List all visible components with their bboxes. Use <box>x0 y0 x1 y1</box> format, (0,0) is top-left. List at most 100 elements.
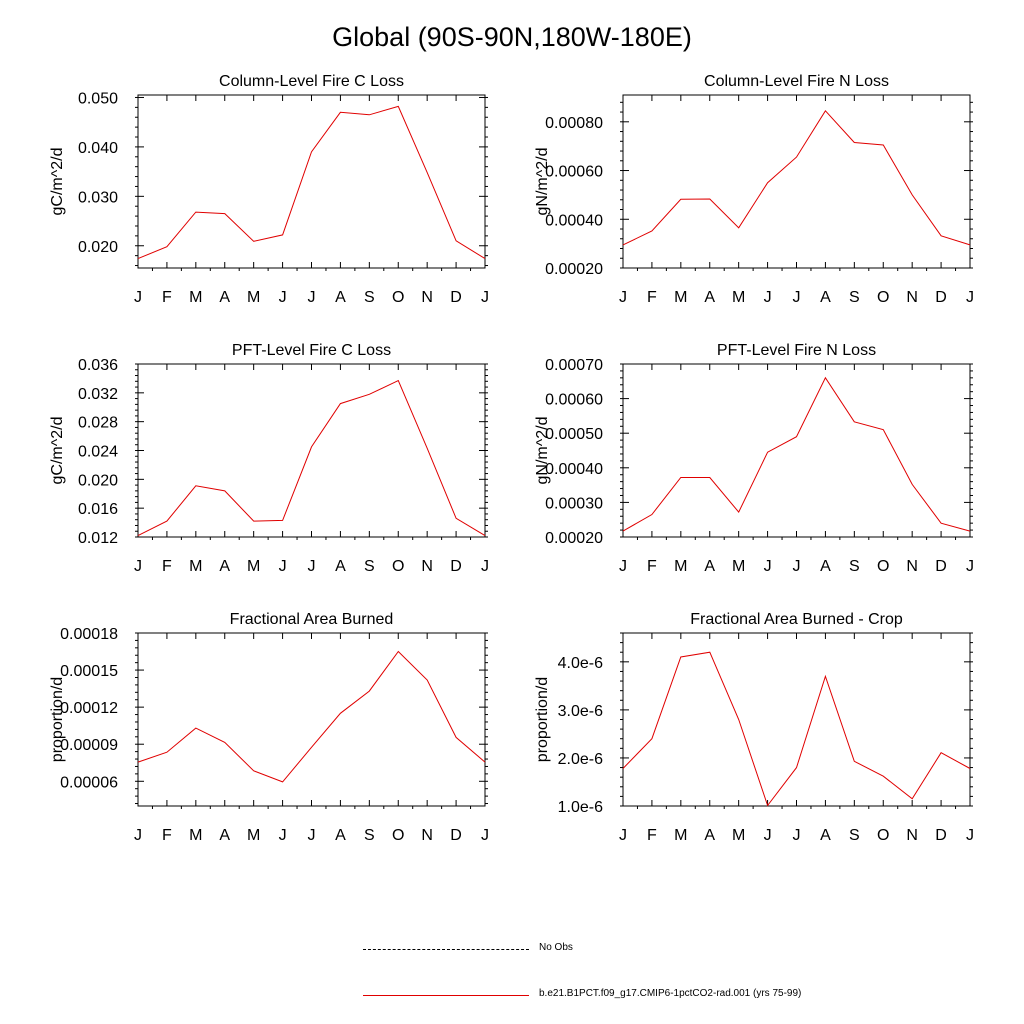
x-tick-label: A <box>704 558 715 575</box>
panel-title: Fractional Area Burned - Crop <box>690 611 903 628</box>
panel-title: Fractional Area Burned <box>230 611 394 628</box>
x-tick-label: J <box>134 827 142 844</box>
x-tick-label: A <box>704 289 715 306</box>
x-tick-label: S <box>849 558 860 575</box>
x-tick-label: A <box>820 827 831 844</box>
x-tick-label: N <box>906 827 918 844</box>
plot-frame <box>137 632 486 807</box>
x-tick-label: J <box>308 827 316 844</box>
x-tick-label: M <box>247 558 260 575</box>
x-tick-label: N <box>421 827 433 844</box>
x-tick-label: D <box>935 827 947 844</box>
y-axis-label: gC/m^2/d <box>49 148 66 216</box>
x-tick-label: D <box>935 558 947 575</box>
y-tick-label: 0.00012 <box>60 700 118 717</box>
x-tick-label: M <box>247 827 260 844</box>
y-tick-label: 1.0e-6 <box>558 799 603 816</box>
x-tick-label: S <box>364 289 375 306</box>
chart-panel: Fractional Area Burned - Crop proportion/… <box>534 611 974 844</box>
x-tick-label: F <box>162 827 172 844</box>
x-tick-label: F <box>647 827 657 844</box>
y-axis-label: gN/m^2/d <box>534 417 551 485</box>
y-tick-label: 2.0e-6 <box>558 751 603 768</box>
y-axis-label: proportion/d <box>49 677 66 762</box>
x-tick-label: M <box>189 289 202 306</box>
x-tick-label: N <box>421 289 433 306</box>
x-tick-label: N <box>421 558 433 575</box>
y-tick-label: 0.00009 <box>60 737 118 754</box>
panel-title: Column-Level Fire C Loss <box>219 73 404 90</box>
x-tick-label: S <box>364 558 375 575</box>
y-tick-label: 0.016 <box>78 501 118 518</box>
y-tick-label: 0.00060 <box>545 164 603 181</box>
x-tick-label: J <box>966 289 974 306</box>
x-tick-label: A <box>820 558 831 575</box>
x-tick-label: J <box>481 827 489 844</box>
x-tick-label: A <box>219 827 230 844</box>
y-tick-label: 3.0e-6 <box>558 703 603 720</box>
y-axis-label: gC/m^2/d <box>49 417 66 485</box>
x-tick-label: O <box>392 558 404 575</box>
y-tick-label: 0.00006 <box>60 774 118 791</box>
y-tick-label: 0.050 <box>78 90 118 107</box>
x-tick-label: A <box>219 558 230 575</box>
x-tick-label: J <box>966 827 974 844</box>
x-tick-label: J <box>481 558 489 575</box>
x-tick-label: J <box>481 289 489 306</box>
y-axis-label: gN/m^2/d <box>534 148 551 216</box>
x-tick-label: A <box>704 827 715 844</box>
x-tick-label: A <box>335 827 346 844</box>
x-tick-label: M <box>732 558 745 575</box>
x-tick-label: M <box>732 289 745 306</box>
x-tick-label: S <box>364 827 375 844</box>
series-line <box>137 650 486 783</box>
y-tick-label: 0.00020 <box>545 530 603 547</box>
x-tick-label: A <box>219 289 230 306</box>
plot-frame <box>622 363 971 538</box>
y-tick-label: 0.00060 <box>545 392 603 409</box>
x-tick-label: J <box>764 289 772 306</box>
y-tick-label: 0.012 <box>78 530 118 547</box>
x-tick-label: J <box>619 289 627 306</box>
x-tick-label: J <box>966 558 974 575</box>
figure-title: Global (90S-90N,180W-180E) <box>332 22 692 52</box>
plot-frame <box>622 94 971 269</box>
x-tick-label: J <box>619 558 627 575</box>
x-tick-label: F <box>162 289 172 306</box>
series-line <box>137 379 486 537</box>
x-tick-label: F <box>647 558 657 575</box>
plot-frame <box>137 363 486 538</box>
x-tick-label: J <box>134 558 142 575</box>
x-tick-label: J <box>308 289 316 306</box>
x-tick-label: A <box>335 289 346 306</box>
legend-obs-line <box>363 949 529 950</box>
x-tick-label: S <box>849 289 860 306</box>
legend-model: b.e21.B1PCT.f09_g17.CMIP6-1pctCO2-rad.00… <box>0 985 1024 1005</box>
y-tick-label: 0.030 <box>78 189 118 206</box>
x-tick-label: S <box>849 827 860 844</box>
x-tick-label: A <box>820 289 831 306</box>
x-tick-label: F <box>162 558 172 575</box>
y-tick-label: 4.0e-6 <box>558 655 603 672</box>
y-tick-label: 0.00018 <box>60 626 118 643</box>
x-tick-label: D <box>450 827 462 844</box>
x-tick-label: J <box>793 558 801 575</box>
x-tick-label: M <box>674 289 687 306</box>
panel-title: Column-Level Fire N Loss <box>704 73 889 90</box>
x-tick-label: F <box>647 289 657 306</box>
x-tick-label: J <box>279 558 287 575</box>
x-tick-label: J <box>134 289 142 306</box>
y-tick-label: 0.00070 <box>545 357 603 374</box>
x-tick-label: J <box>793 289 801 306</box>
y-tick-label: 0.028 <box>78 415 118 432</box>
x-tick-label: D <box>450 289 462 306</box>
x-tick-label: M <box>732 827 745 844</box>
x-tick-label: J <box>308 558 316 575</box>
x-tick-label: M <box>247 289 260 306</box>
x-tick-label: M <box>674 827 687 844</box>
